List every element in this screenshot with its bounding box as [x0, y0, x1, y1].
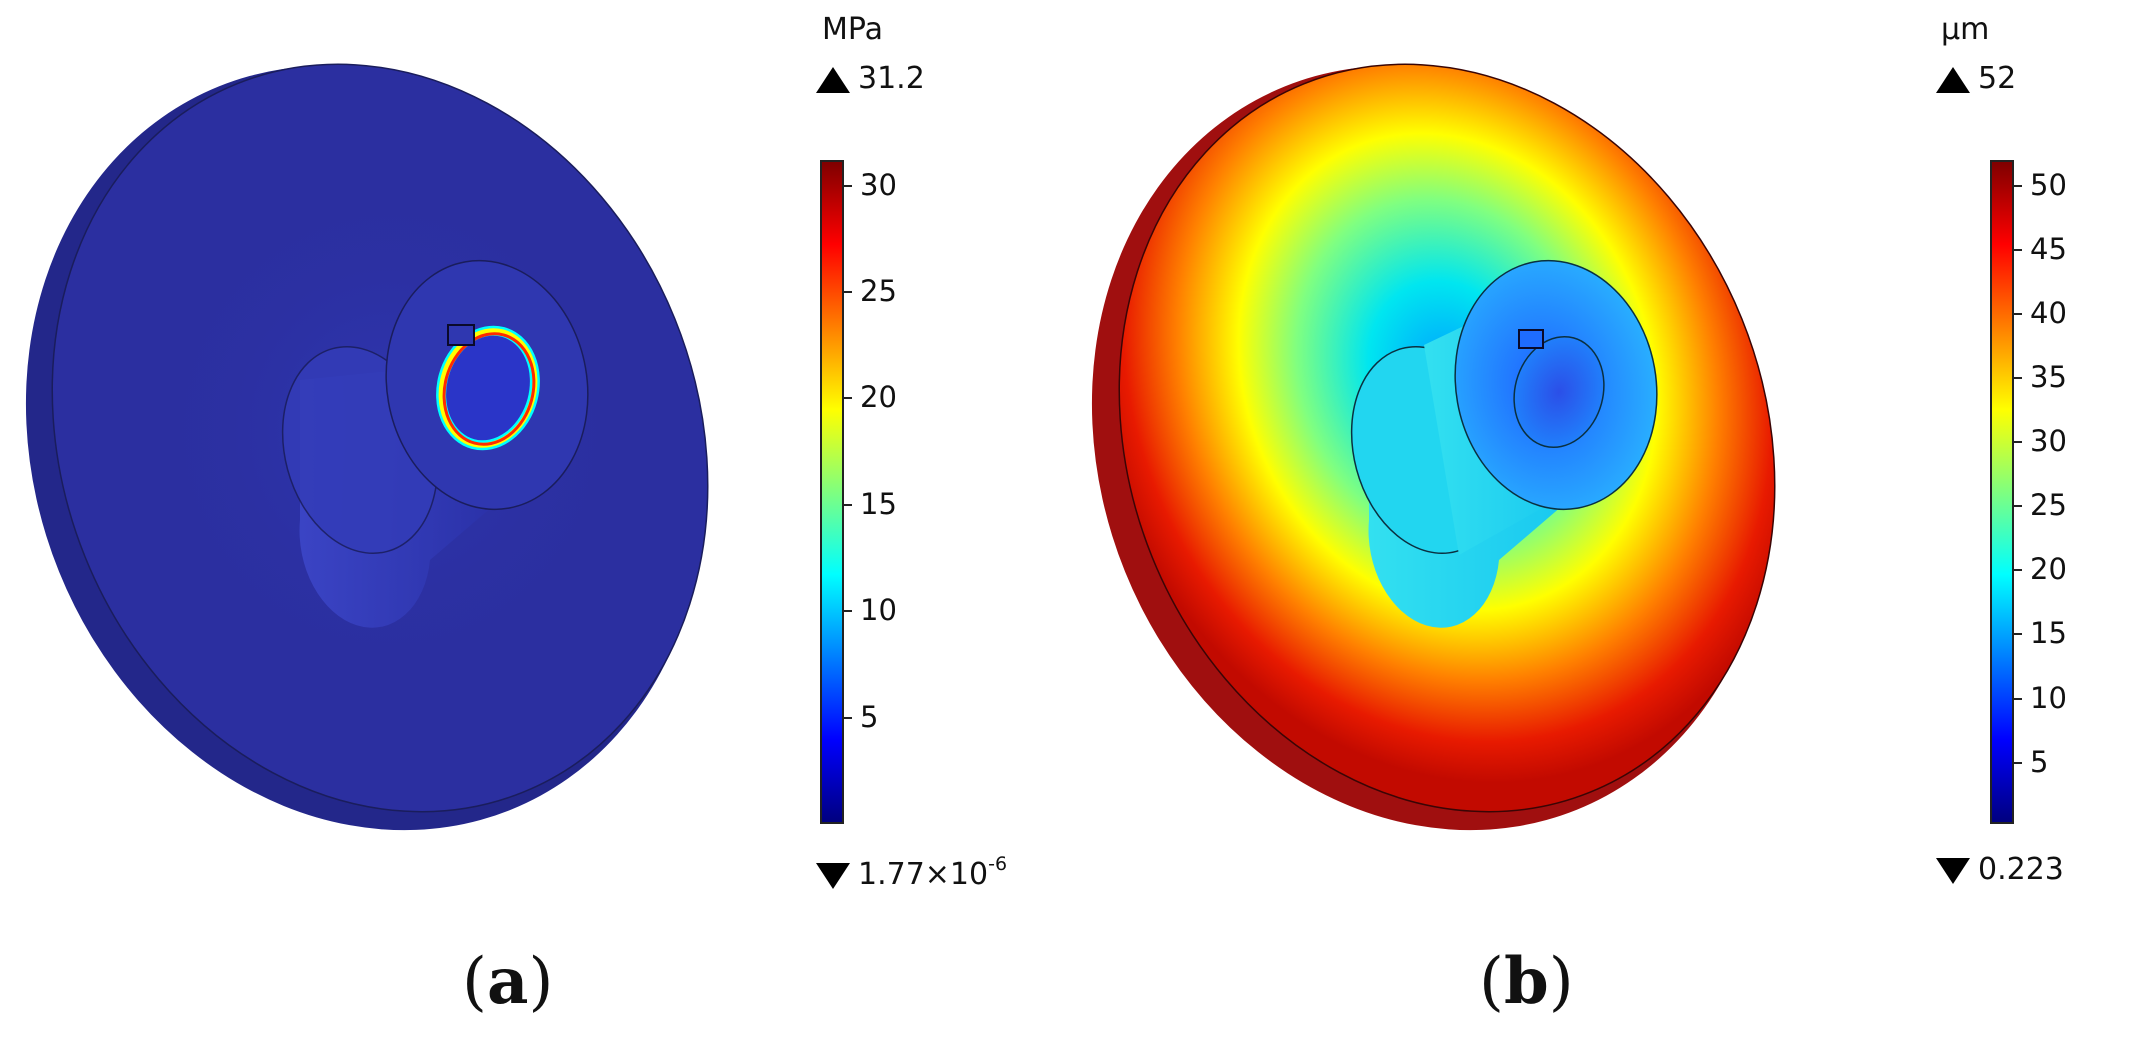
colorbar-tick-mark — [844, 610, 852, 613]
caption-b: (b) — [1479, 950, 1574, 1015]
min-value-text: 1.77×10 — [858, 857, 989, 892]
colorbar-tick-mark — [844, 397, 852, 400]
colorbar-tick-mark — [2014, 377, 2022, 379]
colorbar-tick-label: 10 — [2030, 680, 2067, 715]
colorbar-tick-mark — [844, 290, 852, 293]
min-value: 1.77×10-6 — [816, 855, 1007, 890]
colorbar-tick-mark — [2014, 248, 2022, 251]
colorbar-tick-mark — [2014, 569, 2022, 572]
colorbar-tick-label: 5 — [860, 699, 879, 734]
colorbar-a — [820, 160, 844, 824]
hub-b — [1350, 259, 1658, 628]
min-value-text: 0.223 — [1978, 852, 2064, 887]
max-value-text: 52 — [1978, 61, 2017, 96]
caption-close: ) — [1548, 945, 1574, 1019]
max-value: 52 — [1936, 64, 2016, 94]
max-value-text: 31.2 — [858, 61, 925, 96]
min-triangle-icon — [1936, 857, 1970, 884]
min-value-exponent: -6 — [988, 853, 1008, 875]
caption-a: (a) — [462, 950, 553, 1015]
colorbar-tick-label: 20 — [2030, 552, 2067, 587]
min-triangle-icon — [816, 862, 850, 889]
colorbar-tick-mark — [844, 716, 852, 719]
max-value: 31.2 — [816, 64, 925, 94]
caption-open: ( — [462, 945, 487, 1019]
colorbar-tick-label: 5 — [2030, 744, 2049, 779]
colorbar-tick-label: 25 — [860, 273, 897, 308]
colorbar-tick-label: 20 — [860, 380, 897, 415]
colorbar-tick-label: 30 — [2030, 424, 2067, 459]
colorbar-tick-label: 10 — [860, 593, 897, 628]
stress-render — [25, 63, 709, 831]
hub-a — [281, 259, 589, 628]
colorbar-tick-label: 45 — [2030, 231, 2067, 266]
caption-letter: a — [486, 944, 529, 1019]
panel-b: µm 52 50 45 40 35 30 25 20 15 10 5 0.223 (b) — [1069, 0, 2138, 1051]
colorbar-tick-label: 15 — [860, 486, 897, 521]
caption-open: ( — [1479, 945, 1504, 1019]
colorbar-tick-label: 50 — [2030, 167, 2067, 202]
colorbar-tick-mark — [2014, 761, 2022, 764]
colorbar-tick-label: 40 — [2030, 295, 2067, 330]
min-value: 0.223 — [1936, 855, 2064, 885]
colorbar-tick-label: 25 — [2030, 488, 2067, 523]
unit-label: µm — [1941, 12, 1990, 47]
caption-letter: b — [1503, 944, 1549, 1019]
colorbar-tick-mark — [2014, 184, 2022, 187]
colorbar-tick-mark — [2014, 633, 2022, 636]
colorbar-tick-mark — [2014, 312, 2022, 315]
colorbar-b — [1990, 160, 2014, 824]
max-triangle-icon — [816, 66, 850, 93]
colorbar-tick-mark — [2014, 697, 2022, 700]
colorbar-tick-label: 15 — [2030, 616, 2067, 651]
colorbar-tick-label: 35 — [2030, 360, 2067, 394]
max-triangle-icon — [1936, 66, 1970, 93]
displacement-render — [1091, 63, 1776, 831]
colorbar-tick-mark — [2014, 505, 2022, 508]
colorbar-tick-label: 30 — [860, 167, 897, 202]
colorbar-tick-mark — [2014, 441, 2022, 444]
colorbar-tick-mark — [844, 503, 852, 506]
colorbar-tick-mark — [844, 184, 852, 187]
panel-a: MPa 31.2 30 25 20 15 10 5 1.77×10-6 (a) — [25, 12, 1007, 1015]
unit-label: MPa — [822, 12, 884, 47]
caption-close: ) — [528, 945, 554, 1019]
